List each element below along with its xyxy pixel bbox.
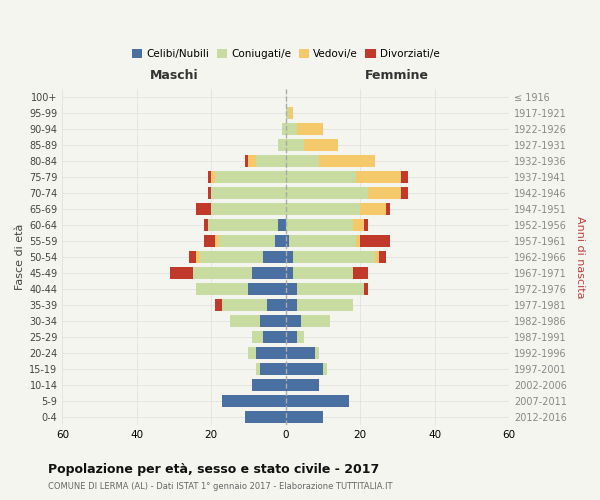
Text: Femmine: Femmine	[365, 70, 429, 82]
Bar	[379, 251, 386, 263]
Bar	[248, 155, 256, 167]
Bar	[252, 267, 286, 279]
Bar	[211, 187, 286, 199]
Bar	[360, 235, 390, 247]
Bar	[286, 395, 349, 407]
Bar	[286, 139, 304, 151]
Bar	[193, 267, 252, 279]
Bar	[368, 187, 401, 199]
Bar	[256, 347, 286, 359]
Bar	[263, 331, 286, 343]
Bar	[289, 235, 356, 247]
Bar	[286, 106, 289, 118]
Bar	[286, 235, 289, 247]
Bar	[211, 203, 286, 215]
Bar	[293, 251, 375, 263]
Bar	[286, 251, 293, 263]
Bar	[286, 411, 323, 423]
Bar	[248, 283, 286, 295]
Bar	[364, 219, 368, 231]
Bar	[286, 315, 301, 327]
Bar	[256, 155, 286, 167]
Bar	[196, 203, 211, 215]
Bar	[289, 106, 293, 118]
Bar	[401, 171, 409, 183]
Bar	[386, 203, 390, 215]
Bar	[356, 171, 401, 183]
Text: Maschi: Maschi	[150, 70, 199, 82]
Bar	[323, 363, 326, 375]
Bar	[293, 267, 353, 279]
Bar	[301, 315, 331, 327]
Bar	[252, 331, 263, 343]
Bar	[286, 379, 319, 391]
Y-axis label: Anni di nascita: Anni di nascita	[575, 216, 585, 298]
Bar	[286, 267, 293, 279]
Bar	[215, 171, 286, 183]
Bar	[286, 219, 353, 231]
Bar	[297, 122, 323, 135]
Bar	[204, 219, 208, 231]
Bar	[208, 171, 211, 183]
Bar	[223, 299, 267, 311]
Bar	[170, 267, 193, 279]
Bar	[364, 283, 368, 295]
Bar	[189, 251, 196, 263]
Bar	[200, 251, 263, 263]
Y-axis label: Fasce di età: Fasce di età	[15, 224, 25, 290]
Bar	[286, 363, 323, 375]
Bar	[375, 251, 379, 263]
Bar	[286, 299, 297, 311]
Bar	[282, 122, 286, 135]
Bar	[286, 331, 297, 343]
Bar	[245, 155, 248, 167]
Bar	[208, 219, 278, 231]
Text: Popolazione per età, sesso e stato civile - 2017: Popolazione per età, sesso e stato civil…	[48, 462, 379, 475]
Bar	[248, 347, 256, 359]
Bar	[223, 395, 286, 407]
Bar	[215, 299, 223, 311]
Bar	[278, 139, 286, 151]
Bar	[275, 235, 286, 247]
Bar	[278, 219, 286, 231]
Bar	[286, 122, 297, 135]
Bar	[256, 363, 260, 375]
Bar	[353, 267, 368, 279]
Bar	[319, 155, 375, 167]
Bar	[211, 171, 215, 183]
Bar	[245, 411, 286, 423]
Legend: Celibi/Nubili, Coniugati/e, Vedovi/e, Divorziati/e: Celibi/Nubili, Coniugati/e, Vedovi/e, Di…	[130, 47, 442, 61]
Bar	[286, 283, 297, 295]
Bar	[286, 347, 316, 359]
Bar	[286, 187, 368, 199]
Bar	[286, 171, 356, 183]
Bar	[356, 235, 360, 247]
Bar	[252, 379, 286, 391]
Bar	[360, 203, 386, 215]
Bar	[260, 363, 286, 375]
Text: COMUNE DI LERMA (AL) - Dati ISTAT 1° gennaio 2017 - Elaborazione TUTTITALIA.IT: COMUNE DI LERMA (AL) - Dati ISTAT 1° gen…	[48, 482, 392, 491]
Bar	[316, 347, 319, 359]
Bar	[215, 235, 218, 247]
Bar	[263, 251, 286, 263]
Bar	[353, 219, 364, 231]
Bar	[286, 203, 360, 215]
Bar	[297, 299, 353, 311]
Bar	[304, 139, 338, 151]
Bar	[196, 251, 200, 263]
Bar	[204, 235, 215, 247]
Bar	[196, 283, 248, 295]
Bar	[297, 331, 304, 343]
Bar	[208, 187, 211, 199]
Bar	[267, 299, 286, 311]
Bar	[260, 315, 286, 327]
Bar	[218, 235, 275, 247]
Bar	[297, 283, 364, 295]
Bar	[286, 155, 319, 167]
Bar	[230, 315, 260, 327]
Bar	[401, 187, 409, 199]
